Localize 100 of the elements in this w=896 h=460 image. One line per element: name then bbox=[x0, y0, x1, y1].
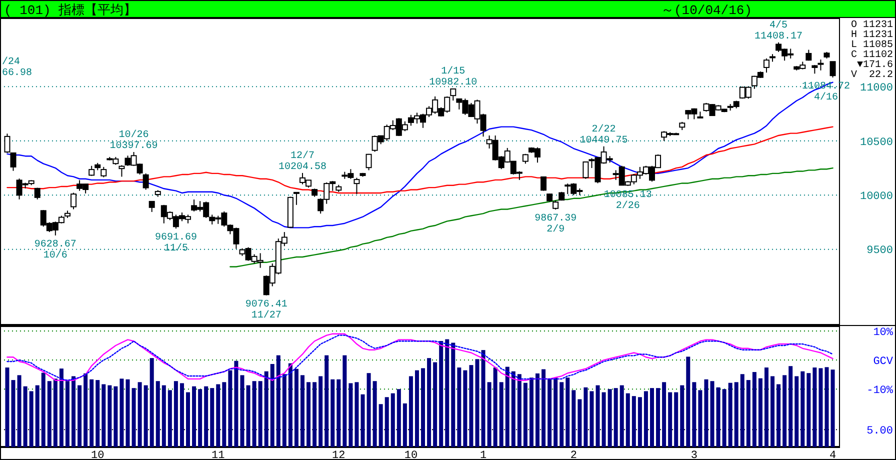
bar bbox=[656, 388, 660, 447]
bar bbox=[644, 391, 648, 447]
bar bbox=[390, 393, 395, 447]
bar bbox=[300, 375, 304, 447]
bar bbox=[84, 373, 88, 447]
y-tick-label: -10% bbox=[866, 384, 894, 397]
bar bbox=[596, 385, 600, 447]
bar bbox=[402, 403, 407, 447]
bar bbox=[517, 374, 522, 447]
bar bbox=[608, 389, 612, 447]
bar bbox=[445, 339, 450, 447]
bar bbox=[186, 392, 190, 447]
x-tick-label: 3 bbox=[690, 450, 698, 460]
bar bbox=[572, 390, 576, 447]
bar bbox=[108, 385, 112, 447]
bar bbox=[824, 367, 829, 447]
bar bbox=[554, 378, 558, 447]
candlestick bbox=[118, 164, 125, 178]
bar bbox=[421, 368, 426, 447]
candlestick bbox=[818, 59, 824, 71]
candlestick bbox=[366, 153, 372, 171]
candlestick bbox=[100, 166, 107, 178]
candlestick bbox=[70, 192, 77, 210]
y2-tick-label: 5.00 bbox=[866, 425, 893, 438]
bar bbox=[35, 385, 40, 447]
bar bbox=[674, 392, 678, 447]
bar bbox=[222, 382, 226, 447]
bar bbox=[788, 366, 793, 447]
bar bbox=[348, 383, 353, 447]
bar bbox=[330, 379, 335, 447]
bar bbox=[710, 381, 714, 447]
bar bbox=[132, 388, 136, 447]
text: C 11102 bbox=[850, 50, 893, 61]
bar bbox=[536, 373, 540, 447]
bar bbox=[258, 381, 262, 447]
bar bbox=[414, 370, 419, 447]
bar bbox=[806, 373, 811, 447]
annotation: 2/22 10449.75 bbox=[580, 123, 628, 146]
bar bbox=[72, 376, 76, 447]
bar bbox=[162, 385, 166, 447]
bar bbox=[324, 355, 329, 447]
bar bbox=[818, 368, 823, 447]
bar bbox=[228, 370, 232, 447]
bar bbox=[794, 376, 799, 447]
bar bbox=[114, 386, 118, 447]
bar bbox=[758, 378, 762, 447]
bar bbox=[234, 360, 238, 447]
bar bbox=[180, 383, 184, 447]
bar bbox=[427, 358, 432, 447]
bar bbox=[746, 380, 750, 447]
bar bbox=[764, 367, 768, 447]
candlestick bbox=[293, 192, 300, 206]
bar bbox=[240, 375, 244, 447]
bar bbox=[511, 371, 516, 447]
bar bbox=[59, 368, 64, 447]
bar bbox=[523, 382, 528, 447]
annotation: 1/15 10982.10 bbox=[429, 66, 478, 89]
bar bbox=[548, 379, 552, 447]
annotation: 10/26 10397.69 bbox=[110, 129, 158, 152]
x-tick-label: 1 bbox=[480, 450, 487, 460]
bar bbox=[740, 374, 744, 447]
bar bbox=[90, 379, 94, 447]
bar bbox=[378, 404, 383, 447]
candlestick bbox=[142, 172, 149, 190]
bar bbox=[102, 384, 106, 447]
bar bbox=[668, 392, 672, 447]
bar bbox=[78, 385, 82, 447]
bar bbox=[96, 380, 100, 447]
bar bbox=[216, 384, 220, 447]
bar bbox=[728, 382, 732, 447]
bar bbox=[53, 378, 58, 447]
bar bbox=[692, 382, 696, 447]
bar bbox=[264, 371, 268, 447]
bar bbox=[662, 382, 666, 447]
bar bbox=[590, 391, 594, 447]
bar bbox=[198, 389, 202, 447]
candlestick bbox=[830, 61, 836, 78]
bar bbox=[632, 396, 636, 447]
x-tick-label: 2 bbox=[570, 450, 577, 460]
bar bbox=[354, 382, 359, 447]
y-tick-label: 11000 bbox=[860, 82, 893, 95]
bar bbox=[698, 390, 702, 447]
bar bbox=[312, 382, 317, 447]
bar bbox=[318, 376, 323, 447]
bar bbox=[451, 342, 456, 447]
bar bbox=[716, 387, 720, 447]
bar bbox=[433, 362, 438, 447]
bar bbox=[566, 378, 570, 447]
bar bbox=[150, 358, 154, 447]
annotation: 10085.13 2/26 bbox=[604, 190, 652, 212]
bar bbox=[126, 379, 130, 447]
bar bbox=[23, 386, 28, 447]
bar bbox=[282, 374, 286, 447]
bar bbox=[306, 382, 311, 447]
y-tick-label: 10500 bbox=[860, 136, 893, 149]
y-tick-label: 9500 bbox=[866, 245, 893, 258]
y-tick-label: 10000 bbox=[860, 191, 893, 203]
candlestick bbox=[4, 133, 10, 154]
bar bbox=[138, 382, 142, 447]
annotation: 4/5 11408.17 bbox=[754, 19, 803, 42]
